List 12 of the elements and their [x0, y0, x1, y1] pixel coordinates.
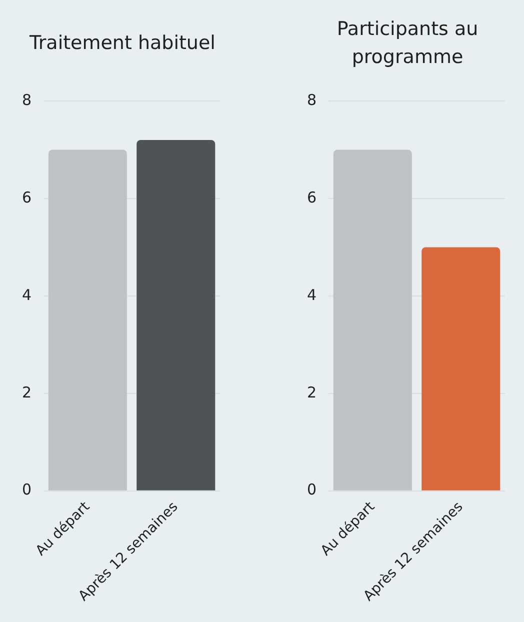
y-tick-label: 0 — [306, 480, 317, 499]
y-tick-label: 0 — [22, 480, 32, 499]
y-tick-label: 8 — [22, 90, 32, 109]
y-tick-label: 2 — [22, 383, 32, 402]
y-tick-label: 8 — [306, 90, 317, 109]
chart-title: Participants au programme — [336, 17, 480, 70]
y-tick-label: 6 — [306, 188, 317, 206]
y-tick-label: 6 — [22, 188, 32, 206]
y-tick-label: 2 — [306, 383, 317, 402]
y-tick-label: 4 — [306, 286, 317, 304]
y-tick-label: 4 — [22, 286, 32, 304]
chart-title: Traitement habituel — [30, 31, 216, 56]
